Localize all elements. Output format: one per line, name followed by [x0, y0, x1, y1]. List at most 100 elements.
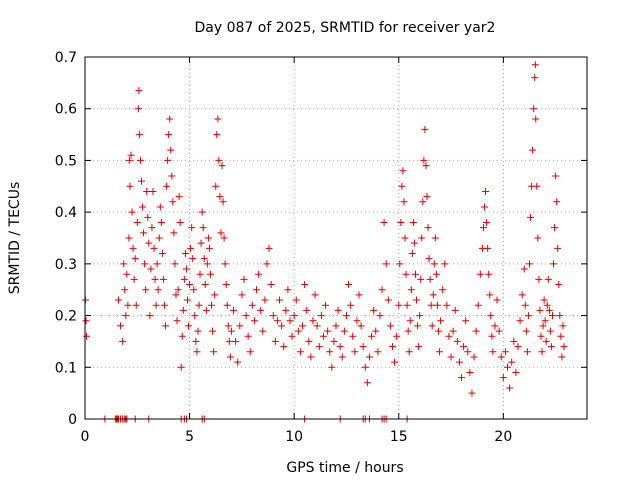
data-point	[292, 296, 300, 304]
data-point	[411, 270, 419, 278]
data-point	[542, 337, 550, 345]
data-point	[166, 115, 174, 123]
data-point	[140, 229, 148, 237]
data-point	[202, 306, 210, 314]
data-point	[150, 244, 158, 252]
data-point	[522, 327, 530, 335]
data-point	[396, 260, 404, 268]
data-point	[191, 312, 199, 320]
data-point	[317, 312, 325, 320]
data-point	[175, 193, 183, 201]
data-point	[190, 286, 198, 294]
data-point	[208, 301, 216, 309]
data-point	[535, 275, 543, 283]
data-point	[406, 317, 414, 325]
data-point	[169, 198, 177, 206]
data-point	[294, 327, 302, 335]
x-tick-label: 5	[185, 429, 194, 445]
data-point	[203, 260, 211, 268]
data-point	[449, 327, 457, 335]
data-point	[488, 332, 496, 340]
data-point	[192, 337, 200, 345]
data-point	[429, 291, 437, 299]
data-point	[299, 322, 307, 330]
data-point	[125, 156, 133, 164]
data-point	[220, 234, 228, 242]
data-point	[529, 146, 537, 154]
data-point	[141, 260, 149, 268]
data-point	[384, 296, 392, 304]
data-point	[134, 105, 142, 113]
data-point	[210, 348, 218, 356]
data-point	[146, 312, 154, 320]
data-point	[464, 348, 472, 356]
data-point	[472, 327, 480, 335]
data-point	[223, 301, 231, 309]
data-point	[531, 61, 539, 69]
chart-title: Day 087 of 2025, SRMTID for receiver yar…	[195, 20, 496, 36]
data-point	[129, 244, 137, 252]
data-point	[558, 353, 566, 361]
data-point	[399, 167, 407, 175]
data-point	[476, 270, 484, 278]
data-point	[187, 244, 195, 252]
y-tick-label: 0.2	[55, 309, 77, 325]
data-point	[547, 343, 555, 351]
data-point	[276, 296, 284, 304]
data-point	[194, 327, 202, 335]
data-point	[307, 353, 315, 361]
data-point	[278, 322, 286, 330]
data-point	[114, 296, 122, 304]
data-point	[403, 301, 411, 309]
data-point	[248, 301, 256, 309]
data-point	[230, 306, 238, 314]
data-point	[238, 291, 246, 299]
data-point	[483, 218, 491, 226]
data-point	[409, 218, 417, 226]
data-point	[432, 270, 440, 278]
y-tick-label: 0.4	[55, 205, 77, 221]
data-point	[404, 327, 412, 335]
data-point	[417, 275, 425, 283]
data-point	[554, 244, 562, 252]
data-point	[322, 301, 330, 309]
data-point	[215, 156, 223, 164]
data-point	[441, 260, 449, 268]
data-point	[423, 193, 431, 201]
data-point	[460, 343, 468, 351]
data-point	[319, 332, 327, 340]
data-point	[419, 198, 427, 206]
data-point	[273, 317, 281, 325]
data-point	[261, 296, 269, 304]
data-point	[398, 182, 406, 190]
data-point	[225, 337, 233, 345]
data-point	[548, 312, 556, 320]
data-point	[504, 363, 512, 371]
data-point	[128, 208, 136, 216]
data-point	[447, 353, 455, 361]
y-tick-label: 0.1	[55, 360, 77, 376]
data-point	[506, 384, 514, 392]
data-point	[552, 172, 560, 180]
data-point	[543, 301, 551, 309]
data-point	[453, 337, 461, 345]
data-point	[221, 260, 229, 268]
data-point	[553, 198, 561, 206]
data-point	[537, 332, 545, 340]
data-point	[533, 182, 541, 190]
data-point	[271, 337, 279, 345]
data-point	[347, 301, 355, 309]
data-point	[418, 234, 426, 242]
data-point	[131, 255, 139, 263]
data-point	[525, 260, 533, 268]
data-point	[165, 131, 173, 139]
data-point	[250, 317, 258, 325]
data-point	[421, 125, 429, 133]
data-point	[546, 327, 554, 335]
data-point	[143, 187, 151, 195]
data-point	[205, 244, 213, 252]
data-point	[520, 265, 528, 273]
data-point	[382, 260, 390, 268]
data-point	[301, 281, 309, 289]
